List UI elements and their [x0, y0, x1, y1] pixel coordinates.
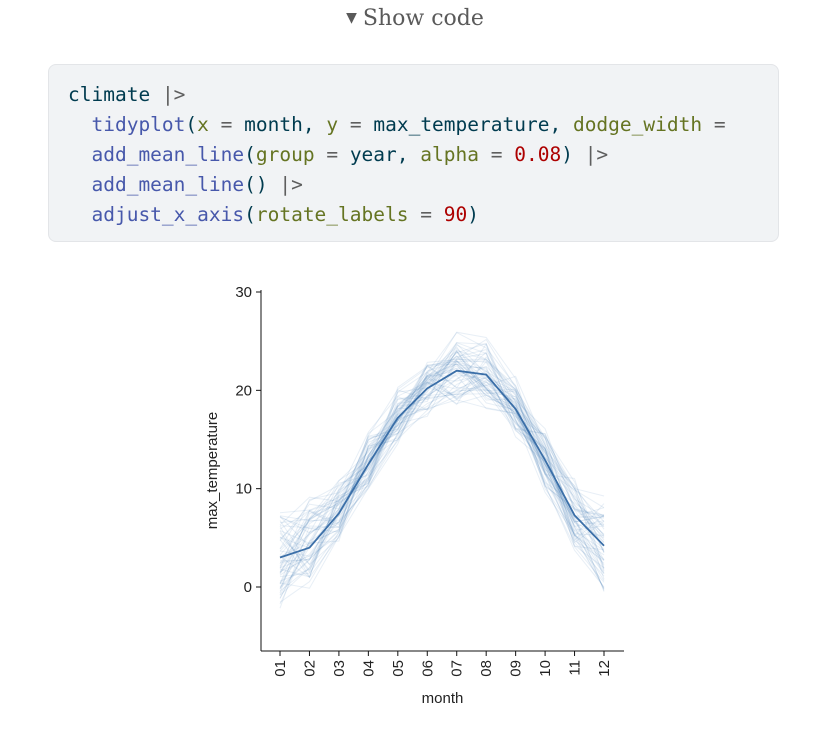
x-tick-label: 03	[331, 660, 348, 677]
individual-year-line	[279, 351, 605, 580]
x-tick-label: 08	[478, 660, 495, 677]
x-tick-label: 07	[449, 660, 466, 677]
code-text: climate |> tidyplot(x = month, y = max_t…	[49, 65, 778, 230]
code-line-2: tidyplot(x = month, y = max_temperature,…	[91, 113, 726, 136]
individual-year-line	[279, 349, 605, 599]
individual-year-line	[279, 399, 605, 609]
x-tick-label: 11	[567, 660, 584, 676]
plot-figure: 0 10 20 30 01 02 03 04 05 06 07 08 09 10 11 12 month max_…	[190, 270, 650, 720]
caret-down-icon: ▼	[346, 10, 357, 26]
individual-year-line	[279, 346, 605, 540]
individual-year-line	[279, 350, 605, 553]
individual-year-line	[279, 366, 605, 578]
individual-year-line	[279, 360, 605, 551]
y-tick-label: 10	[235, 481, 252, 498]
code-line-1: climate |>	[68, 83, 186, 106]
individual-year-line	[279, 375, 605, 588]
individual-year-line	[279, 384, 605, 576]
x-tick-label: 09	[508, 660, 525, 677]
individual-year-line	[279, 344, 605, 573]
code-line-3: add_mean_line(group = year, alpha = 0.08…	[91, 143, 609, 166]
code-line-4: add_mean_line() |>	[91, 173, 303, 196]
code-line-5: adjust_x_axis(rotate_labels = 90)	[91, 203, 479, 226]
individual-year-line	[279, 360, 605, 589]
individual-year-line	[279, 355, 605, 595]
line-chart: 0 10 20 30 01 02 03 04 05 06 07 08 09 10 11 12 month max_…	[204, 284, 624, 707]
individual-year-line	[279, 372, 605, 548]
individual-year-line	[279, 360, 605, 589]
x-axis-label: month	[422, 690, 464, 707]
individual-year-line	[279, 374, 605, 562]
individual-year-line	[279, 370, 605, 566]
individual-year-line	[279, 370, 605, 539]
x-tick-label: 01	[272, 660, 289, 677]
individual-year-line	[279, 370, 605, 599]
individual-year-line	[279, 373, 605, 592]
individual-year-line	[279, 375, 605, 589]
show-code-toggle[interactable]: ▼ Show code	[0, 6, 830, 31]
x-tick-label: 10	[537, 660, 554, 677]
x-tick-label: 06	[419, 660, 436, 677]
individual-year-line	[279, 358, 605, 530]
individual-year-line	[279, 374, 605, 556]
individual-year-line	[279, 360, 605, 574]
individual-year-line	[279, 363, 605, 569]
individual-year-line	[279, 371, 605, 589]
y-tick-label: 20	[235, 382, 252, 399]
individual-year-line	[279, 342, 605, 568]
y-tick-label: 30	[235, 284, 252, 301]
individual-year-line	[279, 351, 605, 584]
x-tick-label: 12	[596, 660, 613, 677]
individual-year-line	[279, 331, 605, 557]
individual-year-line	[279, 349, 605, 574]
individual-year-line	[279, 368, 605, 575]
individual-year-line	[279, 361, 605, 590]
individual-year-line	[279, 364, 605, 566]
individual-year-line	[279, 376, 605, 578]
individual-year-line	[279, 343, 605, 569]
individual-year-line	[279, 342, 605, 585]
individual-year-line	[279, 342, 605, 573]
mean-line	[279, 369, 605, 559]
individual-year-line	[279, 355, 605, 584]
individual-year-line	[279, 338, 605, 557]
individual-year-line	[279, 352, 605, 563]
individual-year-line	[279, 382, 605, 590]
individual-year-line	[279, 384, 605, 579]
individual-year-line	[279, 351, 605, 588]
individual-year-line	[279, 390, 605, 565]
y-tick-label: 0	[244, 579, 252, 596]
individual-year-line	[279, 363, 605, 554]
individual-year-line	[279, 347, 605, 591]
individual-year-line	[279, 363, 605, 583]
x-tick-label: 05	[390, 660, 407, 677]
individual-year-line	[279, 331, 605, 570]
individual-year-line	[279, 360, 605, 605]
code-block[interactable]: climate |> tidyplot(x = month, y = max_t…	[48, 64, 779, 242]
y-axis-label: max_temperature	[204, 412, 221, 530]
individual-year-line	[279, 343, 605, 579]
individual-year-line	[279, 376, 605, 603]
individual-year-line	[279, 365, 605, 578]
individual-year-line	[279, 359, 605, 549]
x-tick-label: 02	[301, 660, 318, 677]
individual-year-line	[279, 365, 605, 541]
individual-year-line	[279, 356, 605, 581]
show-code-label: Show code	[362, 6, 484, 31]
individual-year-line	[279, 380, 605, 560]
individual-year-line	[279, 349, 605, 594]
x-tick-label: 04	[360, 660, 377, 677]
